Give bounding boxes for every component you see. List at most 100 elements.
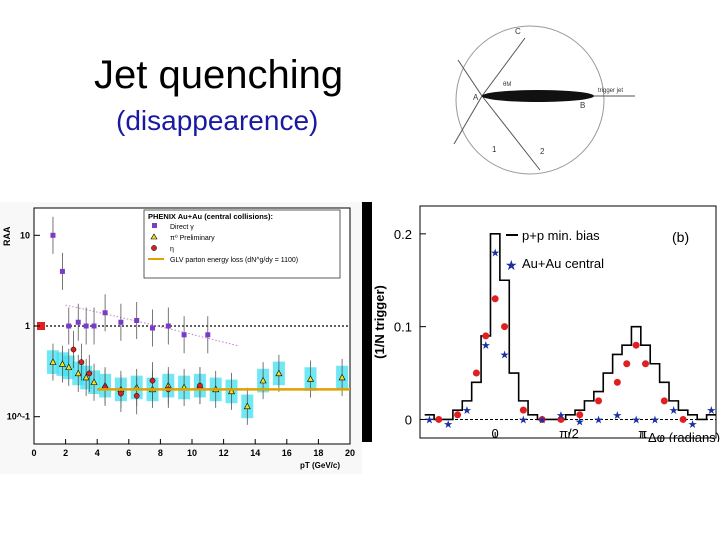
- auau-red-point: [642, 360, 650, 368]
- auau-red-point: [501, 323, 509, 331]
- auau-red-point: [595, 397, 603, 405]
- legend-direct-gamma: Direct γ: [170, 224, 194, 231]
- x-tick-label: 18: [313, 448, 323, 458]
- auau-star-point: ★: [575, 416, 585, 428]
- x-tick-label: 0: [31, 448, 36, 458]
- direct-gamma-point: [181, 332, 187, 338]
- slide-subtitle: (disappearence): [116, 105, 319, 136]
- label-trigger: trigger jet: [598, 88, 623, 94]
- auau-star-point: ★: [424, 414, 434, 426]
- auau-red-point: [613, 378, 621, 386]
- y-tick-label: 10^-1: [7, 412, 30, 422]
- direct-gamma-point: [91, 323, 97, 329]
- x-tick-label: 0: [492, 426, 499, 441]
- x-tick-label: π: [638, 426, 647, 441]
- corr-xlabel: Δφ (radians): [648, 430, 720, 442]
- corr-legend-pp: p+p min. bias: [522, 228, 600, 243]
- direct-gamma-point: [66, 323, 72, 329]
- auau-red-point: [632, 341, 640, 349]
- direct-gamma-point: [150, 325, 155, 331]
- pi0-point: [65, 363, 73, 371]
- raa-ylabel: RAA: [2, 226, 12, 246]
- eta-point: [118, 390, 124, 397]
- x-tick-label: 10: [187, 448, 197, 458]
- auau-star-point: ★: [631, 414, 641, 426]
- pi0-point: [58, 360, 66, 367]
- direct-gamma-point: [118, 319, 124, 325]
- auau-star-point: ★: [669, 405, 679, 417]
- direct-gamma-point: [50, 232, 56, 238]
- auau-red-point: [557, 415, 565, 423]
- pi0-point: [82, 373, 90, 381]
- legend-pi0: π⁰ Preliminary: [170, 234, 215, 242]
- auau-red-point: [435, 415, 443, 423]
- eta-point: [197, 382, 203, 389]
- direct-gamma-curve: [65, 304, 240, 347]
- x-tick-label: π/2: [559, 426, 579, 441]
- label-theta: θM: [503, 82, 511, 88]
- slide-title: Jet quenching: [94, 53, 344, 97]
- x-tick-label: 20: [345, 448, 355, 458]
- x-tick-label: 12: [219, 448, 229, 458]
- auau-red-point: [482, 332, 490, 340]
- eta-point: [86, 370, 93, 377]
- label-1: 1: [492, 145, 497, 154]
- auau-star-point: ★: [594, 414, 604, 426]
- correlation-chart: ★ ★ ★ ★ ★ ★ ★ ★ ★ ★ ★ ★ ★ ★ ★ ★ ★ p+p min. bias ★ Au+Au …: [362, 202, 720, 442]
- auau-red-point: [519, 406, 527, 414]
- raa-chart: PHENIX Au+Au (central collisions): Direc…: [0, 202, 362, 474]
- pp-histogram: [424, 233, 716, 421]
- raa-xlabel: pT (GeV/c): [300, 461, 340, 470]
- pi0-point: [90, 378, 98, 385]
- pi0-point: [275, 369, 283, 377]
- jet-cone-lower: [453, 95, 541, 171]
- pi0-point: [74, 369, 82, 377]
- auau-star-point: ★: [490, 247, 500, 259]
- auau-star-point: ★: [650, 414, 660, 426]
- auau-red-point: [576, 411, 584, 419]
- auau-star-point: ★: [443, 419, 453, 431]
- x-tick-label: 2: [63, 448, 68, 458]
- auau-red-point: [679, 415, 687, 423]
- normalization-box: [37, 322, 45, 330]
- auau-red-point: [660, 397, 668, 405]
- legend-direct-gamma-marker: [152, 223, 157, 228]
- auau-star-point: ★: [688, 419, 698, 431]
- x-tick-label: 4: [95, 448, 100, 458]
- auau-star-point: ★: [556, 410, 566, 422]
- direct-gamma-point: [83, 323, 89, 329]
- auau-star-point: ★: [706, 405, 716, 417]
- auau-red-point: [472, 369, 480, 377]
- raa-title: PHENIX Au+Au (central collisions):: [148, 212, 273, 221]
- corr-panel-label: (b): [672, 229, 689, 245]
- medium-circle: [455, 25, 605, 175]
- y-tick-label: 0.1: [394, 320, 412, 335]
- pi0-point: [306, 375, 315, 382]
- pi0-point: [227, 387, 236, 395]
- corr-ylabel: (1/N trigger): [372, 285, 387, 359]
- direct-gamma-point: [102, 310, 108, 316]
- label-c: C: [515, 27, 521, 36]
- corr-legend-star: ★: [505, 257, 518, 273]
- eta-point: [78, 359, 85, 365]
- raa-legend-box: [143, 209, 341, 279]
- corr-legend-auau: Au+Au central: [522, 256, 604, 271]
- y-tick-label: 0: [405, 412, 412, 427]
- auau-star-point: ★: [612, 410, 622, 422]
- auau-red-point: [491, 295, 499, 303]
- y-tick-label: 0.2: [394, 227, 412, 242]
- direct-gamma-point: [165, 323, 171, 329]
- jet-cone-upper: [457, 37, 526, 97]
- direct-gamma-point: [75, 319, 81, 325]
- pi0-point: [49, 358, 57, 365]
- auau-star-point: ★: [462, 405, 472, 417]
- direct-gamma-point: [134, 317, 140, 323]
- legend-eta: η: [170, 246, 174, 253]
- auau-star-point: ★: [537, 414, 547, 426]
- corr-left-strip: [362, 202, 372, 442]
- legend-eta-marker: [151, 245, 157, 251]
- legend-glv: GLV parton energy loss (dN^g/dy = 1100): [170, 257, 298, 264]
- eta-point: [70, 346, 77, 353]
- eta-point: [149, 377, 156, 384]
- label-a: A: [473, 93, 479, 102]
